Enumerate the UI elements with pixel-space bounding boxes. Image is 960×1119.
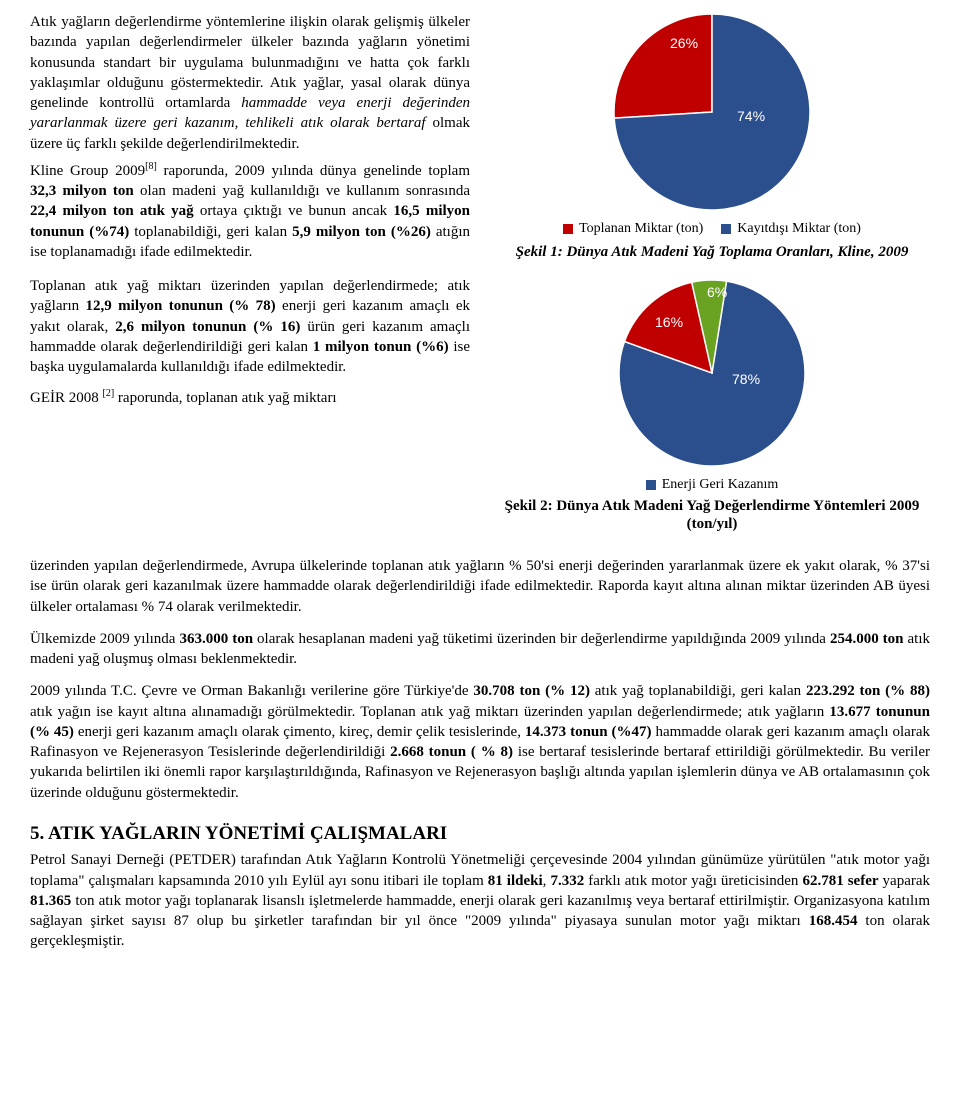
pie-slice-label: 26% [670, 34, 698, 53]
p7e: farklı atık motor yağı üreticisinden [584, 873, 802, 889]
p6b: 30.708 ton (% 12) [473, 683, 590, 699]
legend-item: Kayıtdışı Miktar (ton) [721, 220, 861, 239]
p6c: atık yağ toplanabildiği, geri kalan [590, 683, 806, 699]
left-text-column: Atık yağların değerlendirme yöntemlerine… [30, 12, 470, 544]
p2c: 32,3 milyon ton [30, 183, 134, 199]
legend-item: Enerji Geri Kazanım [646, 476, 779, 495]
p4sup: [2] [103, 388, 115, 399]
paragraph-4-cont: üzerinden yapılan değerlendirmede, Avrup… [30, 556, 930, 617]
pie-chart-2-svg [617, 278, 807, 468]
p6h: 14.373 tonun (%47) [525, 724, 652, 740]
paragraph-7: Petrol Sanayi Derneği (PETDER) tarafında… [30, 850, 930, 951]
pie-slice-label: 74% [737, 107, 765, 126]
p6j: 2.668 tonun ( % 8) [390, 744, 513, 760]
legend-swatch [721, 224, 731, 234]
p5b: 363.000 ton [179, 631, 253, 647]
p6e: atık yağın ise kayıt altına alınamadığı … [30, 704, 829, 720]
p7f: 62.781 sefer [802, 873, 878, 889]
p7j: 168.454 [809, 913, 858, 929]
pie-chart-1-svg [612, 12, 812, 212]
chart-1-legend: Toplanan Miktar (ton) Kayıtdışı Miktar (t… [563, 220, 861, 239]
p3d: 2,6 milyon tonunun (% 16) [115, 319, 300, 335]
p7g: yaparak [879, 873, 931, 889]
chart-1-pie: 26% 74% [612, 12, 812, 212]
p5d: 254.000 ton [830, 631, 904, 647]
paragraph-6: 2009 yılında T.C. Çevre ve Orman Bakanlı… [30, 681, 930, 803]
p2b: raporunda, 2009 yılında dünya genelinde … [157, 163, 470, 179]
p4a: GEİR 2008 [30, 390, 103, 406]
chart-2-legend: Enerji Geri Kazanım [646, 476, 779, 495]
pie-slice-label: 16% [655, 313, 683, 332]
p6g: enerji geri kazanım amaçlı olarak çiment… [74, 724, 525, 740]
chart-1-caption: Şekil 1: Dünya Atık Madeni Yağ Toplama O… [516, 243, 909, 262]
paragraph-2: Kline Group 2009[8] raporunda, 2009 yılı… [30, 160, 470, 262]
p6d: 223.292 ton (% 88) [806, 683, 930, 699]
p2i: 5,9 milyon ton (%26) [292, 224, 431, 240]
p2e: 22,4 milyon ton atık yağ [30, 203, 194, 219]
chart-2-box: 78% 16% 6% Enerji Geri Kazanım Şekil 2: Dü… [494, 278, 930, 534]
legend-item: Toplanan Miktar (ton) [563, 220, 703, 239]
two-column-region: Atık yağların değerlendirme yöntemlerine… [30, 12, 930, 544]
p2h: toplanabildiği, geri kalan [129, 224, 292, 240]
paragraph-3: Toplanan atık yağ miktarı üzerinden yapı… [30, 276, 470, 377]
pie-slice-label: 6% [707, 283, 727, 302]
p7d: 7.332 [550, 873, 584, 889]
p3b: 12,9 milyon tonunun (% 78) [86, 298, 276, 314]
p6a: 2009 yılında T.C. Çevre ve Orman Bakanlı… [30, 683, 473, 699]
legend-text: Kayıtdışı Miktar (ton) [737, 220, 861, 239]
p2sup: [8] [145, 161, 157, 172]
pie-slice [614, 14, 712, 118]
legend-text: Enerji Geri Kazanım [662, 476, 779, 495]
p7i: ton atık motor yağı toplanarak lisanslı … [30, 893, 930, 929]
legend-swatch [563, 224, 573, 234]
p7b: 81 ildeki [488, 873, 543, 889]
p4c: üzerinden yapılan değerlendirmede, Avrup… [30, 558, 930, 615]
right-charts-column: 26% 74% Toplanan Miktar (ton) Kayıtdışı Mi… [494, 12, 930, 544]
legend-swatch [646, 480, 656, 490]
chart-2-pie: 78% 16% 6% [617, 278, 807, 468]
p7h: 81.365 [30, 893, 71, 909]
chart-1-box: 26% 74% Toplanan Miktar (ton) Kayıtdışı Mi… [494, 12, 930, 262]
p5a: Ülkemizde 2009 yılında [30, 631, 179, 647]
p4b: raporunda, toplanan atık yağ miktarı [114, 390, 336, 406]
pie-slice-label: 78% [732, 370, 760, 389]
p5c: olarak hesaplanan madeni yağ tüketimi üz… [253, 631, 830, 647]
p3f: 1 milyon tonun (%6) [313, 339, 449, 355]
paragraph-5: Ülkemizde 2009 yılında 363.000 ton olara… [30, 629, 930, 670]
legend-text: Toplanan Miktar (ton) [579, 220, 703, 239]
p2d: olan madeni yağ kullanıldığı ve kullanım… [134, 183, 470, 199]
section-title: 5. ATIK YAĞLARIN YÖNETİMİ ÇALIŞMALARI [30, 821, 930, 847]
paragraph-1: Atık yağların değerlendirme yöntemlerine… [30, 12, 470, 154]
p2f: ortaya çıktığı ve bunun ancak [194, 203, 394, 219]
paragraph-4-lead: GEİR 2008 [2] raporunda, toplanan atık y… [30, 387, 470, 408]
chart-2-caption: Şekil 2: Dünya Atık Madeni Yağ Değerlend… [494, 497, 930, 535]
p2a: Kline Group 2009 [30, 163, 145, 179]
